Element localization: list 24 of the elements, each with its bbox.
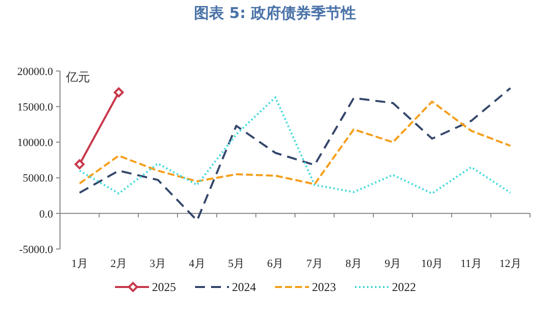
x-tick-label: 6月	[267, 258, 284, 270]
x-tick-label: 9月	[384, 258, 402, 270]
x-tick-label: 12月	[499, 258, 522, 270]
y-axis-title: 亿元	[65, 70, 90, 84]
x-tick-label: 5月	[228, 258, 244, 270]
x-tick-label: 1月	[71, 258, 88, 270]
chart-title: 图表 5: 政府债券季节性	[194, 4, 356, 22]
legend-label: 2023	[312, 280, 336, 294]
y-tick-label: 20000.0	[17, 66, 54, 78]
y-tick-label: 10000.0	[17, 137, 54, 150]
legend-label: 2025	[152, 280, 176, 294]
y-tick-label: -5000.0	[19, 244, 54, 256]
y-tick-label: 5000.0	[22, 172, 54, 185]
x-tick-label: 11月	[460, 258, 482, 270]
x-tick-label: 3月	[150, 258, 166, 270]
x-tick-label: 10月	[421, 258, 444, 270]
x-tick-label: 2月	[110, 258, 127, 270]
y-tick-label: 15000.0	[17, 101, 54, 114]
x-tick-label: 8月	[346, 258, 362, 270]
x-tick-label: 7月	[306, 258, 323, 270]
y-tick-label: 0.0	[39, 208, 54, 220]
x-tick-label: 4月	[188, 258, 206, 270]
legend-label: 2024	[232, 280, 256, 294]
legend-label: 2022	[392, 280, 416, 294]
